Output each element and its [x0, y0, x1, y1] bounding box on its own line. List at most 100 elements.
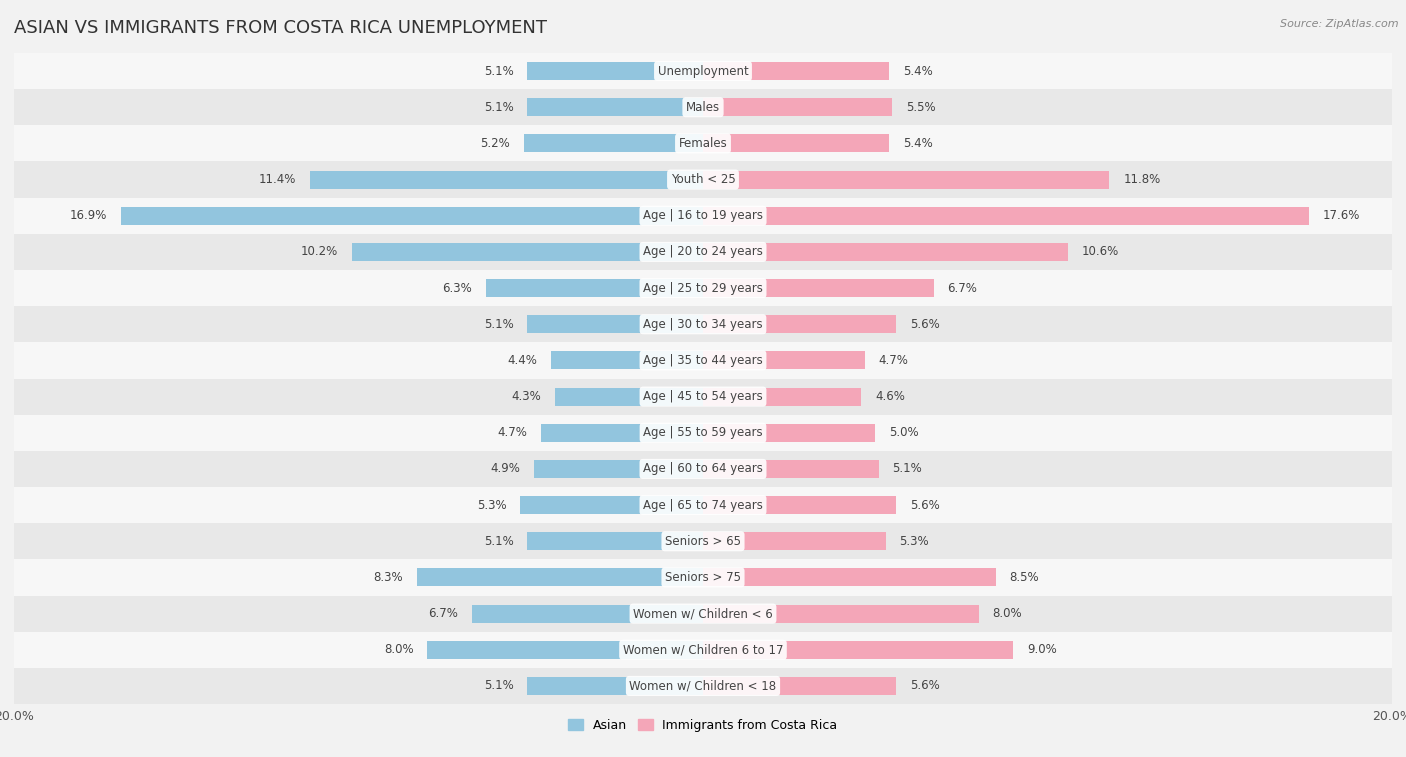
Text: Source: ZipAtlas.com: Source: ZipAtlas.com — [1281, 19, 1399, 29]
Bar — [14, 270, 1392, 306]
Text: 5.6%: 5.6% — [910, 318, 939, 331]
Bar — [703, 207, 1309, 225]
Text: 6.7%: 6.7% — [948, 282, 977, 294]
Bar — [14, 631, 1392, 668]
Bar — [14, 89, 1392, 126]
Bar — [703, 532, 886, 550]
Text: 4.7%: 4.7% — [498, 426, 527, 439]
Bar — [703, 135, 889, 152]
Bar — [703, 496, 896, 514]
Bar — [703, 98, 893, 117]
Bar — [14, 198, 1392, 234]
Bar — [527, 677, 703, 695]
Text: Age | 45 to 54 years: Age | 45 to 54 years — [643, 390, 763, 403]
Text: Females: Females — [679, 137, 727, 150]
Text: Unemployment: Unemployment — [658, 64, 748, 77]
Text: 8.3%: 8.3% — [374, 571, 404, 584]
Text: 4.7%: 4.7% — [879, 354, 908, 367]
Text: 5.1%: 5.1% — [484, 680, 513, 693]
Bar — [703, 605, 979, 622]
Text: Seniors > 65: Seniors > 65 — [665, 534, 741, 548]
Text: 10.2%: 10.2% — [301, 245, 337, 258]
Bar — [703, 62, 889, 80]
Bar — [472, 605, 703, 622]
Text: 11.8%: 11.8% — [1123, 173, 1160, 186]
Bar — [520, 496, 703, 514]
Text: 5.0%: 5.0% — [889, 426, 918, 439]
Bar — [14, 487, 1392, 523]
Bar — [427, 640, 703, 659]
Text: Women w/ Children 6 to 17: Women w/ Children 6 to 17 — [623, 643, 783, 656]
Bar — [527, 315, 703, 333]
Bar — [418, 569, 703, 587]
Bar — [14, 415, 1392, 451]
Text: 5.2%: 5.2% — [481, 137, 510, 150]
Bar — [703, 315, 896, 333]
Text: 5.4%: 5.4% — [903, 137, 932, 150]
Text: Age | 55 to 59 years: Age | 55 to 59 years — [643, 426, 763, 439]
Bar — [703, 388, 862, 406]
Text: Seniors > 75: Seniors > 75 — [665, 571, 741, 584]
Text: 9.0%: 9.0% — [1026, 643, 1056, 656]
Text: 4.4%: 4.4% — [508, 354, 537, 367]
Text: 5.4%: 5.4% — [903, 64, 932, 77]
Bar — [703, 170, 1109, 188]
Bar — [486, 279, 703, 298]
Text: 4.3%: 4.3% — [512, 390, 541, 403]
Text: Youth < 25: Youth < 25 — [671, 173, 735, 186]
Text: 6.7%: 6.7% — [429, 607, 458, 620]
Text: 5.6%: 5.6% — [910, 499, 939, 512]
Text: 6.3%: 6.3% — [443, 282, 472, 294]
Text: 5.6%: 5.6% — [910, 680, 939, 693]
Bar — [524, 135, 703, 152]
Legend: Asian, Immigrants from Costa Rica: Asian, Immigrants from Costa Rica — [564, 714, 842, 737]
Bar — [527, 98, 703, 117]
Text: 5.5%: 5.5% — [907, 101, 936, 114]
Text: 5.1%: 5.1% — [484, 318, 513, 331]
Text: 8.0%: 8.0% — [993, 607, 1022, 620]
Text: ASIAN VS IMMIGRANTS FROM COSTA RICA UNEMPLOYMENT: ASIAN VS IMMIGRANTS FROM COSTA RICA UNEM… — [14, 19, 547, 37]
Bar — [14, 378, 1392, 415]
Bar — [14, 451, 1392, 487]
Bar — [703, 460, 879, 478]
Bar — [527, 62, 703, 80]
Text: Males: Males — [686, 101, 720, 114]
Bar — [555, 388, 703, 406]
Text: 5.1%: 5.1% — [893, 463, 922, 475]
Text: Age | 65 to 74 years: Age | 65 to 74 years — [643, 499, 763, 512]
Bar — [14, 342, 1392, 378]
Text: Age | 20 to 24 years: Age | 20 to 24 years — [643, 245, 763, 258]
Bar — [703, 351, 865, 369]
Text: Age | 30 to 34 years: Age | 30 to 34 years — [643, 318, 763, 331]
Bar — [703, 569, 995, 587]
Bar — [14, 53, 1392, 89]
Bar — [14, 126, 1392, 161]
Text: 10.6%: 10.6% — [1083, 245, 1119, 258]
Text: 5.1%: 5.1% — [484, 101, 513, 114]
Text: 5.1%: 5.1% — [484, 64, 513, 77]
Bar — [14, 161, 1392, 198]
Text: 8.0%: 8.0% — [384, 643, 413, 656]
Bar — [14, 596, 1392, 631]
Text: 5.3%: 5.3% — [900, 534, 929, 548]
Text: Women w/ Children < 6: Women w/ Children < 6 — [633, 607, 773, 620]
Bar — [121, 207, 703, 225]
Text: Age | 60 to 64 years: Age | 60 to 64 years — [643, 463, 763, 475]
Bar — [551, 351, 703, 369]
Text: 8.5%: 8.5% — [1010, 571, 1039, 584]
Bar — [14, 523, 1392, 559]
Text: 4.9%: 4.9% — [491, 463, 520, 475]
Bar — [534, 460, 703, 478]
Text: 4.6%: 4.6% — [875, 390, 905, 403]
Bar — [703, 279, 934, 298]
Bar — [703, 243, 1069, 261]
Bar — [703, 640, 1012, 659]
Bar — [352, 243, 703, 261]
Text: Age | 25 to 29 years: Age | 25 to 29 years — [643, 282, 763, 294]
Bar — [311, 170, 703, 188]
Bar — [14, 234, 1392, 270]
Bar — [14, 306, 1392, 342]
Text: 11.4%: 11.4% — [259, 173, 297, 186]
Text: 17.6%: 17.6% — [1323, 209, 1361, 223]
Bar — [703, 424, 875, 442]
